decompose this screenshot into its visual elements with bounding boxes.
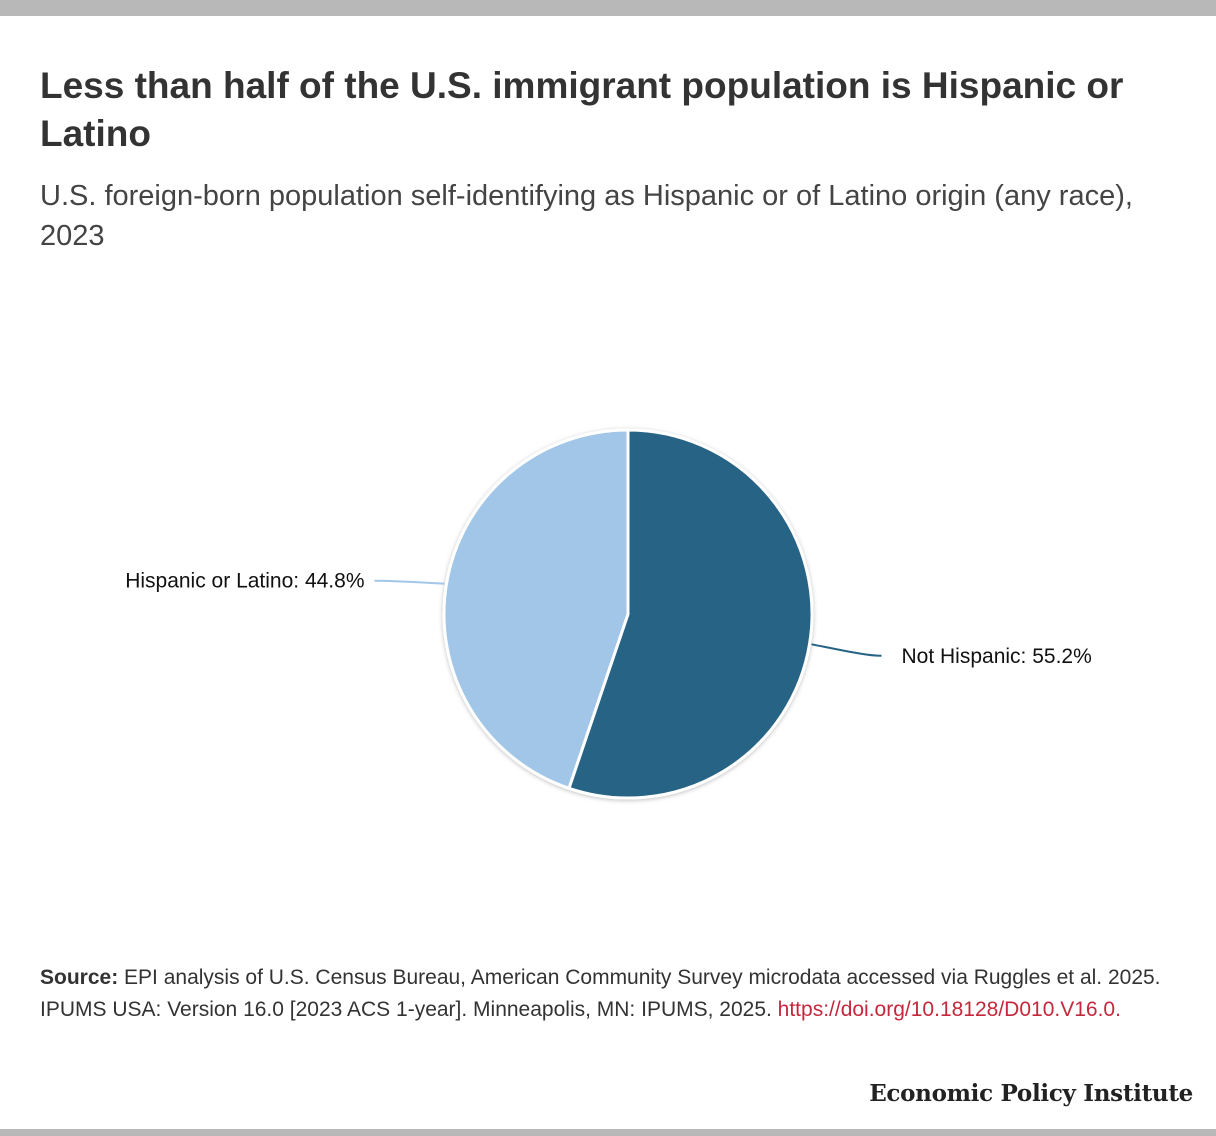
pie-slice-hispanic-or-latino — [442, 428, 630, 790]
chart-subtitle: U.S. foreign-born population self-identi… — [40, 180, 1133, 252]
bottom-border-bar — [0, 1129, 1216, 1136]
source-label: Source: — [40, 966, 119, 989]
chart-title: Less than half of the U.S. immigrant pop… — [40, 65, 1124, 154]
pie-slice-not-hispanic — [567, 428, 814, 800]
data-label-hispanic-or-latino: Hispanic or Latino: 44.8% — [125, 570, 364, 593]
leader-line-hispanic-or-latino — [374, 579, 445, 585]
top-border-bar — [0, 0, 1216, 16]
leader-line-not-hispanic — [811, 643, 882, 657]
source-text: EPI analysis of U.S. Census Bureau, Amer… — [40, 966, 1161, 1021]
source-note: Source: EPI analysis of U.S. Census Bure… — [40, 962, 1180, 1026]
source-doi-link[interactable]: https://doi.org/10.18128/D010.V16.0. — [777, 998, 1121, 1021]
epi-logo: Economic Policy Institute — [869, 1080, 1193, 1107]
data-label-not-hispanic: Not Hispanic: 55.2% — [902, 645, 1092, 668]
